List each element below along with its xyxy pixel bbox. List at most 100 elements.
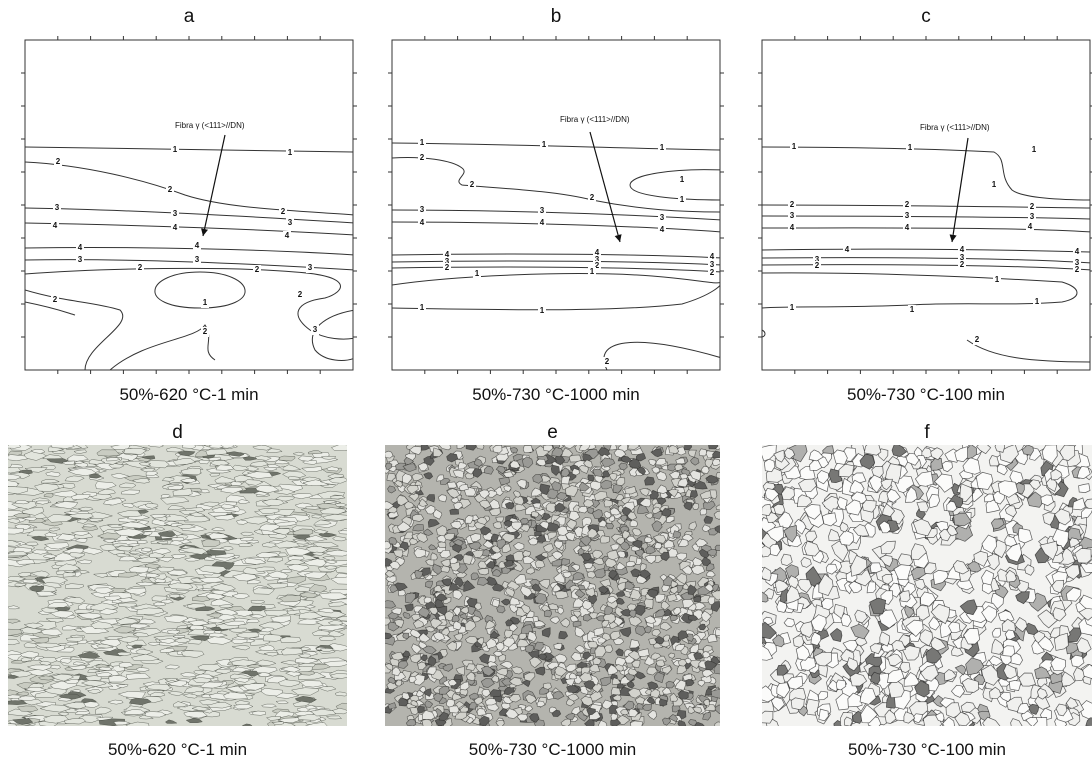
contour-label: 3 bbox=[308, 263, 313, 272]
contour-panel: 1112221133344444433322211112Fibra γ (<11… bbox=[388, 36, 724, 374]
contour-label: 2 bbox=[445, 263, 450, 272]
contour-label: 3 bbox=[78, 255, 83, 264]
grain bbox=[630, 721, 642, 730]
grain bbox=[117, 652, 131, 656]
contour-label: 4 bbox=[285, 231, 290, 240]
panel-letter: a bbox=[184, 6, 195, 27]
grain bbox=[336, 567, 360, 574]
grain bbox=[544, 610, 551, 617]
contour-label: 1 bbox=[908, 143, 913, 152]
contour-label: 3 bbox=[55, 203, 60, 212]
contour-label: 1 bbox=[288, 148, 293, 157]
contour-label: 1 bbox=[590, 267, 595, 276]
contour-label: 1 bbox=[680, 175, 685, 184]
contour-label: 2 bbox=[975, 335, 980, 344]
grain bbox=[336, 573, 353, 578]
panel-caption: 50%-730 °C-1000 min bbox=[469, 740, 636, 759]
contour-label: 2 bbox=[710, 268, 715, 277]
contour-label: 4 bbox=[53, 221, 58, 230]
contour-panel: 11222333444443332222132Fibra γ (<111>//D… bbox=[21, 36, 357, 374]
panel-letter: f bbox=[924, 422, 930, 443]
grain bbox=[655, 543, 662, 549]
grain bbox=[870, 563, 882, 573]
grain bbox=[209, 444, 223, 448]
grain bbox=[466, 440, 477, 450]
grain bbox=[496, 720, 504, 727]
grain bbox=[492, 599, 499, 607]
contour-label: 2 bbox=[960, 260, 965, 269]
panel-letter: e bbox=[547, 422, 558, 443]
contour-label: 2 bbox=[53, 295, 58, 304]
contour-label: 1 bbox=[1032, 145, 1037, 154]
grain bbox=[449, 706, 459, 713]
contour-label: 3 bbox=[540, 206, 545, 215]
grain bbox=[690, 490, 697, 497]
grain bbox=[604, 500, 613, 507]
contour-label: 1 bbox=[995, 275, 1000, 284]
contour-label: 1 bbox=[420, 138, 425, 147]
grain bbox=[137, 541, 148, 544]
contour-label: 1 bbox=[790, 303, 795, 312]
grain bbox=[588, 475, 594, 481]
grain bbox=[19, 696, 37, 701]
grain bbox=[438, 542, 446, 548]
plot-frame bbox=[392, 40, 720, 370]
contour-label: 2 bbox=[281, 207, 286, 216]
grain bbox=[554, 643, 562, 649]
annotation: Fibra γ (<111>//DN) bbox=[560, 115, 630, 124]
contour-label: 4 bbox=[905, 223, 910, 232]
contour-label: 2 bbox=[790, 200, 795, 209]
grain bbox=[588, 641, 598, 648]
contour-label: 3 bbox=[195, 255, 200, 264]
grain bbox=[715, 629, 723, 636]
contour-label: 2 bbox=[420, 153, 425, 162]
contour-panel: 111122233344444433322211112Fibra γ (<111… bbox=[758, 36, 1092, 374]
grain bbox=[136, 667, 149, 671]
grain bbox=[864, 441, 881, 455]
contour-label: 1 bbox=[910, 305, 915, 314]
grain bbox=[465, 473, 474, 479]
contour-label: 4 bbox=[540, 218, 545, 227]
contour-label: 4 bbox=[660, 225, 665, 234]
contour-label: 1 bbox=[1035, 297, 1040, 306]
grain bbox=[65, 584, 83, 589]
grain bbox=[531, 511, 539, 517]
contour-label: 2 bbox=[905, 200, 910, 209]
panel-letter: c bbox=[921, 6, 931, 27]
grain bbox=[171, 538, 184, 542]
grain bbox=[573, 621, 581, 626]
panel-letter: d bbox=[172, 422, 183, 443]
grain bbox=[535, 560, 545, 568]
grain bbox=[319, 636, 336, 640]
panel-caption: 50%-730 °C-1000 min bbox=[472, 385, 639, 404]
grain bbox=[700, 509, 707, 515]
contour-label: 3 bbox=[420, 205, 425, 214]
grain bbox=[505, 502, 514, 509]
micrograph bbox=[753, 437, 1092, 735]
grain bbox=[239, 543, 253, 547]
contour-label: 1 bbox=[540, 306, 545, 315]
contour-label: 4 bbox=[195, 241, 200, 250]
grain bbox=[761, 711, 773, 723]
grain bbox=[210, 627, 221, 630]
page: 1 1 2 2 2 3 3 3 4 4 4 4 4 3 3 3 2 2 2 2 1 3 2 Fibra γ (<111>//D… bbox=[0, 0, 1092, 761]
contour-label: 1 bbox=[660, 143, 665, 152]
grain bbox=[210, 473, 220, 476]
grain bbox=[182, 444, 195, 449]
contour-label: 2 bbox=[138, 263, 143, 272]
grain bbox=[450, 509, 459, 514]
grain bbox=[280, 637, 301, 643]
grain bbox=[148, 642, 160, 645]
contour-label: 4 bbox=[173, 223, 178, 232]
grain bbox=[1009, 681, 1021, 691]
contour-label: 2 bbox=[605, 357, 610, 366]
grain bbox=[656, 660, 665, 666]
contour-label: 3 bbox=[790, 211, 795, 220]
grain bbox=[569, 455, 581, 462]
contour-label: 3 bbox=[660, 213, 665, 222]
grain bbox=[714, 722, 724, 730]
contour-label: 1 bbox=[420, 303, 425, 312]
contour-label: 3 bbox=[1030, 212, 1035, 221]
contour-label: 2 bbox=[815, 261, 820, 270]
grain bbox=[142, 548, 152, 552]
